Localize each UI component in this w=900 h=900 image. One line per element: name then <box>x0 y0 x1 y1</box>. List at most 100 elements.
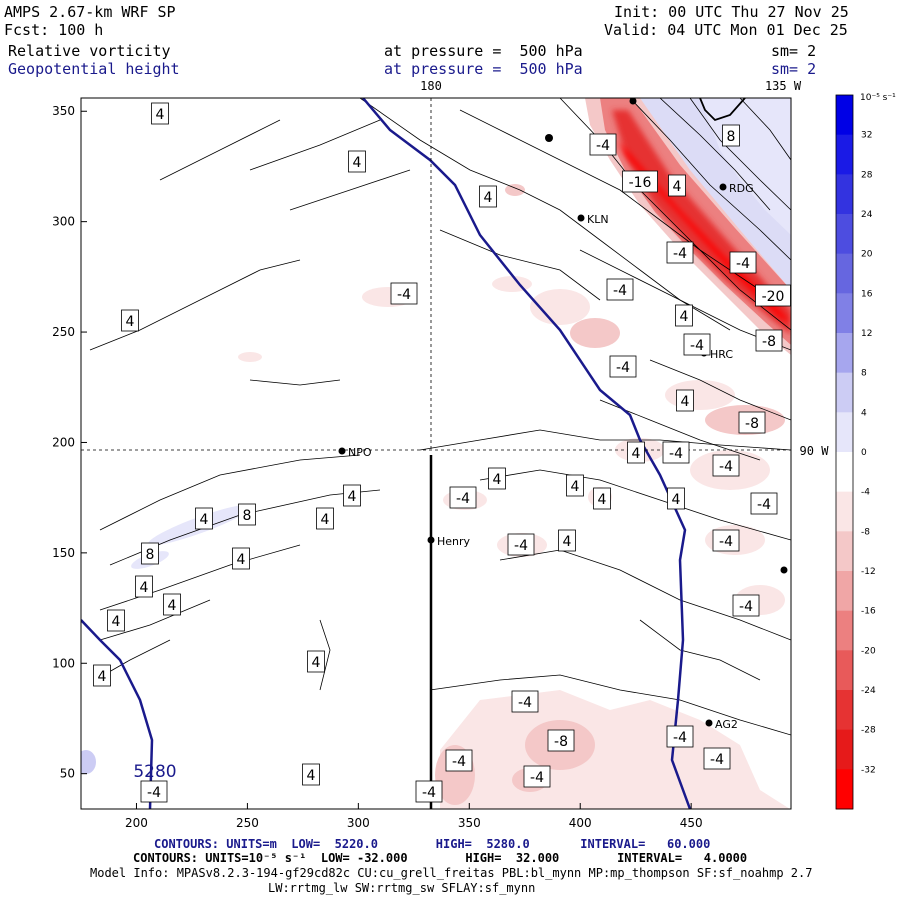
station-marker <box>545 134 553 142</box>
contour-label: -4 <box>511 690 539 713</box>
colorbar-segment <box>836 531 853 572</box>
colorbar-tick-label: -4 <box>861 488 870 498</box>
svg-text:4: 4 <box>598 492 607 508</box>
colorbar-tick-label: -12 <box>861 567 876 577</box>
station-marker <box>629 97 637 105</box>
y-tick-label: 100 <box>52 656 75 670</box>
vorticity-contours <box>89 98 791 736</box>
y-tick-label: 300 <box>52 215 75 229</box>
colorbar-frame <box>835 94 854 810</box>
field2-name: Geopotential height <box>8 60 180 78</box>
contour-label: 4 <box>232 547 250 570</box>
svg-text:4: 4 <box>200 512 209 528</box>
contour-label: 4 <box>479 185 497 208</box>
field2-smoothing: sm= 2 <box>771 60 817 78</box>
contour-label: -4 <box>415 780 443 803</box>
y-tick-label: 150 <box>52 546 75 560</box>
contour-label: 4 <box>488 467 506 490</box>
station-label: AG2 <box>715 718 738 731</box>
svg-text:-4: -4 <box>397 287 411 303</box>
svg-text:-4: -4 <box>596 138 610 154</box>
svg-text:4: 4 <box>321 512 330 528</box>
field1-name: Relative vorticity <box>8 42 171 60</box>
svg-text:4: 4 <box>168 598 177 614</box>
svg-text:4: 4 <box>571 479 580 495</box>
valid-time: Valid: 04 UTC Mon 01 Dec 25 <box>604 21 848 39</box>
svg-text:4: 4 <box>672 492 681 508</box>
contour-label: -8 <box>547 729 575 752</box>
contour-label: 4 <box>566 474 584 497</box>
svg-text:4: 4 <box>307 768 316 784</box>
svg-text:-4: -4 <box>456 491 470 507</box>
svg-text:-4: -4 <box>719 534 733 550</box>
contour-label: -4 <box>589 133 617 156</box>
colorbar-unit: 10⁻⁵ s⁻¹ <box>860 93 896 103</box>
x-tick-label: 250 <box>236 816 259 830</box>
colorbar-segment <box>836 214 853 255</box>
colorbar: 32 28 24 20 16 12 8 4 0 -4 -8 -12 -16 -20 -24 -28 -32 <box>835 94 876 810</box>
contour-label: 4 <box>307 650 325 673</box>
svg-text:-4: -4 <box>669 446 683 462</box>
model-info: Model Info: MPASv8.2.3-194-gf29cd82c CU:… <box>90 866 813 880</box>
x-tick-label: 300 <box>347 816 370 830</box>
svg-text:4: 4 <box>632 446 641 462</box>
contour-label: -4 <box>445 749 473 772</box>
svg-text:8: 8 <box>727 129 736 145</box>
contour-label: -4 <box>712 529 740 552</box>
colorbar-tick-label: 0 <box>861 448 867 458</box>
axes: 200 250 300 350 400 450 50 100 150 200 250 300 350 <box>52 104 703 830</box>
y-tick-label: 50 <box>60 767 75 781</box>
svg-text:-4: -4 <box>719 459 733 475</box>
forecast-hour: Fcst: 100 h <box>4 21 104 39</box>
station-marker <box>705 719 713 727</box>
svg-text:4: 4 <box>126 314 135 330</box>
colorbar-segment <box>836 690 853 731</box>
colorbar-segment <box>836 769 853 810</box>
contour-label: -4 <box>449 486 477 509</box>
colorbar-segment <box>836 333 853 374</box>
contour-label: 4 <box>675 304 693 327</box>
colorbar-tick-label: 16 <box>861 289 873 299</box>
svg-text:-4: -4 <box>673 730 687 746</box>
contour-label: 4 <box>668 174 686 197</box>
field2-pressure: at pressure = 500 hPa <box>384 60 583 78</box>
plot-frame <box>80 97 792 810</box>
contour-label: -4 <box>507 533 535 556</box>
lon-90w-label: 90 W <box>800 444 830 458</box>
field1-pressure: at pressure = 500 hPa <box>384 42 583 60</box>
colorbar-segment <box>836 571 853 612</box>
height-contour-info: CONTOURS: UNITS=m LOW= 5220.0 HIGH= 5280… <box>154 838 710 851</box>
contour-label: 4 <box>93 664 111 687</box>
station-label: RDG <box>729 182 754 195</box>
height-contours <box>81 98 692 809</box>
colorbar-tick-label: -8 <box>861 527 870 537</box>
contour-label: 4 <box>316 507 334 530</box>
model-info-2: LW:rrtmg_lw SW:rrtmg_sw SFLAY:sf_mynn <box>268 881 536 895</box>
svg-text:-4: -4 <box>518 695 532 711</box>
colorbar-segment <box>836 412 853 453</box>
field1-smoothing: sm= 2 <box>771 42 817 60</box>
colorbar-segment <box>836 729 853 770</box>
contour-label: 4 <box>348 150 366 173</box>
contour-label: -4 <box>712 454 740 477</box>
station-label: HRC <box>710 348 733 361</box>
colorbar-segment <box>836 95 853 136</box>
colorbar-segment <box>836 253 853 294</box>
height-contour-label-text: CONTOURS: <box>154 837 220 851</box>
colorbar-tick-label: -28 <box>861 726 876 736</box>
svg-text:-4: -4 <box>739 599 753 615</box>
height-contour-label: 5280 <box>133 762 176 782</box>
svg-text:4: 4 <box>563 534 572 550</box>
colorbar-tick-label: 8 <box>861 369 867 379</box>
svg-text:4: 4 <box>493 472 502 488</box>
contour-label: -4 <box>523 765 551 788</box>
contour-label: -4 <box>390 282 418 305</box>
svg-text:-4: -4 <box>690 338 704 354</box>
colorbar-tick-label: -20 <box>861 646 876 656</box>
coastline <box>699 97 746 122</box>
contour-label: -8 <box>755 329 783 352</box>
colorbar-tick-label: 24 <box>861 210 873 220</box>
svg-text:-20: -20 <box>762 289 785 305</box>
